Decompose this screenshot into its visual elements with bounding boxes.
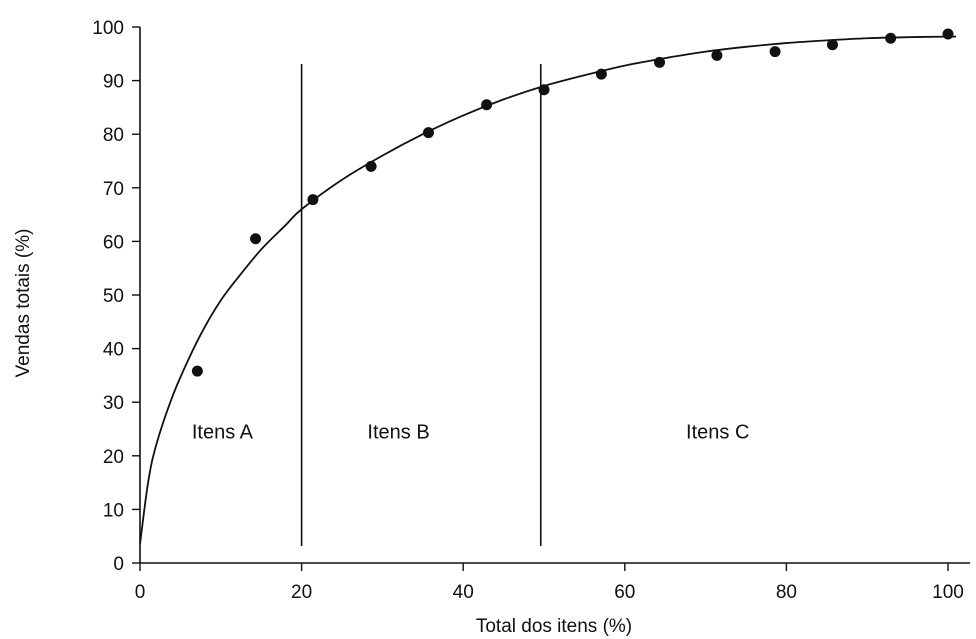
data-points [191,28,954,377]
data-point [365,160,377,172]
y-tick-label: 90 [103,72,124,93]
y-tick-label: 10 [103,500,124,521]
data-point [307,194,319,206]
region-dividers [300,64,542,546]
data-point [481,99,493,111]
data-point [769,46,781,58]
x-tick-label: 80 [776,582,797,603]
data-point [942,28,954,40]
data-point [191,365,203,377]
data-point [711,49,723,61]
data-point [885,32,897,44]
region-label: Itens B [367,422,429,444]
region-label: Itens A [192,422,254,444]
data-point [826,39,838,51]
x-tick-label: 40 [453,582,474,603]
fit-curve-layer [139,35,957,545]
y-tick-label: 60 [103,232,124,253]
data-point [595,68,607,80]
data-point [538,84,550,96]
region-labels: Itens A Itens B Itens C [192,422,750,444]
fit-curve [139,35,957,545]
x-axis-title: Total dos itens (%) [476,616,632,637]
x-tick-label: 100 [932,582,964,603]
y-tick-label: 30 [103,393,124,414]
y-tick-label: 0 [113,554,124,575]
y-tick-label: 70 [103,179,124,200]
data-point [654,56,666,68]
y-axis-title: Vendas totais (%) [13,229,34,378]
x-tick-label: 20 [291,582,312,603]
y-tick-label: 20 [103,447,124,468]
data-point [250,233,262,245]
x-tick-label: 0 [135,582,146,603]
axes: 0 10 20 30 40 50 60 70 80 90 100 0 20 40 60 80 100 [92,18,970,603]
y-tick-label: 40 [103,340,124,361]
data-point [422,127,434,139]
y-tick-label: 100 [92,18,124,39]
x-tick-label: 60 [614,582,635,603]
region-label: Itens C [686,422,749,444]
y-tick-label: 50 [103,286,124,307]
y-tick-label: 80 [103,125,124,146]
